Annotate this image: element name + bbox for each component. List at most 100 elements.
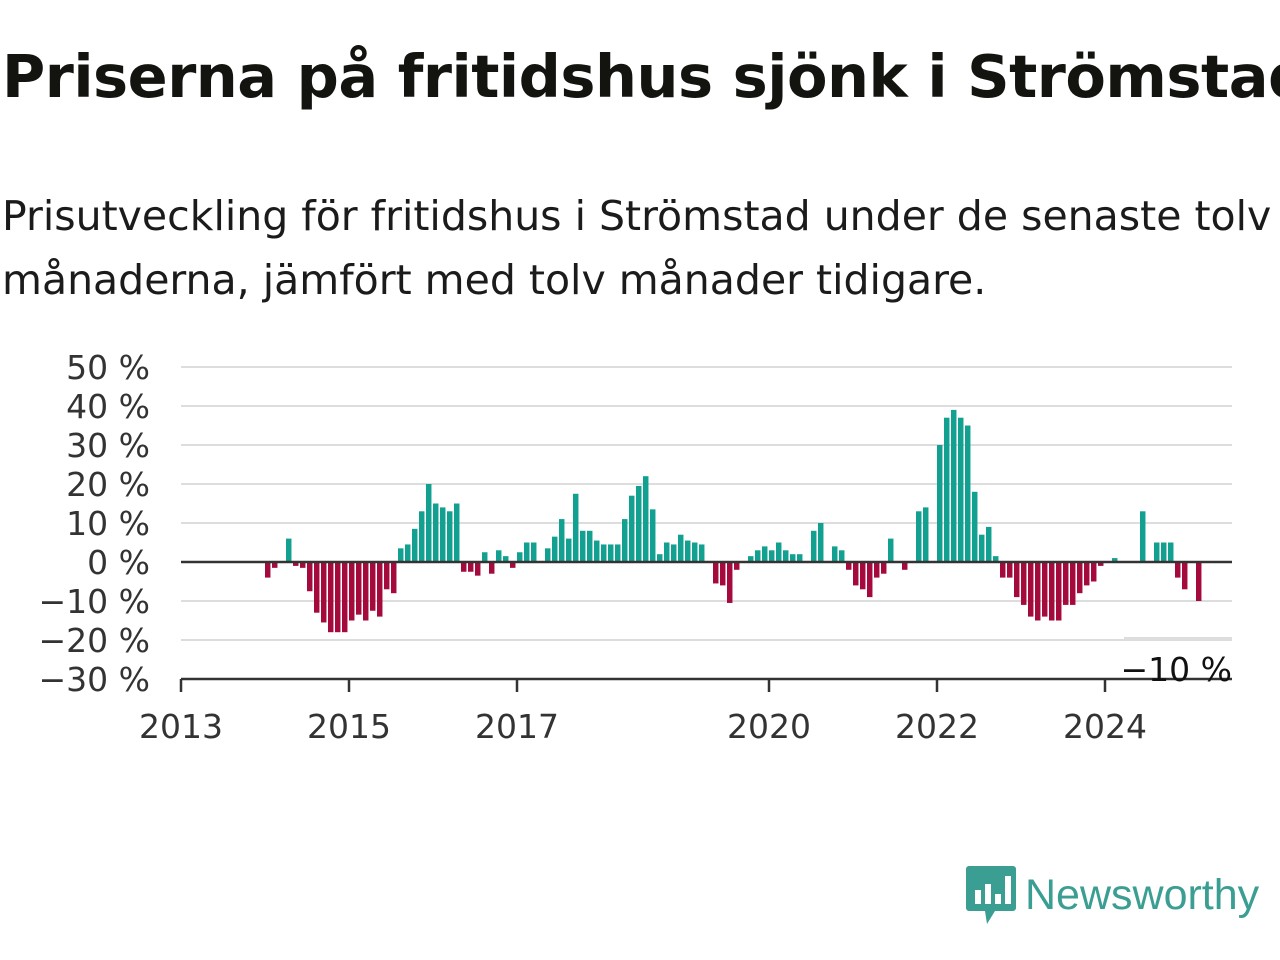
bar (335, 562, 341, 633)
bar (601, 544, 607, 562)
bar (1056, 562, 1062, 621)
y-tick-label: 20 % (66, 465, 150, 504)
bar (482, 552, 488, 562)
bar (440, 507, 446, 562)
bar (643, 476, 649, 562)
annotation-underline (1124, 637, 1232, 640)
bar (307, 562, 313, 592)
bar (811, 530, 817, 562)
bar (629, 495, 635, 562)
chart-subtitle: Prisutveckling för fritidshus i Strömsta… (2, 192, 1272, 304)
annotation-label: −10 % (1121, 650, 1233, 689)
y-tick-label: 0 % (87, 543, 150, 582)
bar (839, 550, 845, 562)
bar (664, 542, 670, 562)
bar (356, 562, 362, 615)
bar (783, 550, 789, 562)
bar (1070, 562, 1076, 605)
bar (685, 540, 691, 562)
bar (762, 546, 768, 562)
bar (272, 562, 278, 568)
bar (790, 554, 796, 562)
bar (867, 562, 873, 598)
bar (720, 562, 726, 586)
bar (902, 562, 908, 570)
bar (342, 562, 348, 633)
bar (454, 503, 460, 562)
bar (1175, 562, 1181, 578)
bar (412, 528, 418, 562)
bar (881, 562, 887, 574)
brand-name: Newsworthy (1025, 870, 1260, 919)
bar (461, 562, 467, 572)
bar (419, 511, 425, 562)
bar (433, 503, 439, 562)
bar (818, 523, 824, 562)
bar (636, 485, 642, 562)
bar (1098, 562, 1104, 566)
y-tick-label: −10 % (39, 582, 151, 621)
bar (1168, 542, 1174, 562)
bar (832, 546, 838, 562)
bar (1028, 562, 1034, 617)
bar (944, 417, 950, 562)
bar (1154, 542, 1160, 562)
bar (1007, 562, 1013, 578)
bar (377, 562, 383, 617)
bar (916, 511, 922, 562)
bar (860, 562, 866, 590)
bar (398, 548, 404, 562)
bar (1182, 562, 1188, 590)
axes (179, 560, 1232, 692)
y-tick-label: −20 % (39, 621, 151, 660)
bar (447, 511, 453, 562)
x-tick-label: 2022 (895, 707, 979, 746)
bar (475, 562, 481, 576)
y-tick-label: −30 % (39, 660, 151, 699)
bar (1063, 562, 1069, 605)
bar-chart: 50 %40 %30 %20 %10 %0 %−10 %−20 %−30 % 2… (39, 348, 1233, 746)
bar (321, 562, 327, 623)
bar (545, 548, 551, 562)
bar (650, 509, 656, 562)
bar (1014, 562, 1020, 598)
bar (615, 544, 621, 562)
bar (678, 534, 684, 562)
bar (874, 562, 880, 578)
bar (552, 536, 558, 562)
bar (1049, 562, 1055, 621)
bar (692, 542, 698, 562)
bar (559, 519, 565, 562)
y-axis-labels: 50 %40 %30 %20 %10 %0 %−10 %−20 %−30 % (39, 348, 151, 699)
bar (524, 542, 530, 562)
bar (566, 538, 572, 562)
bar (314, 562, 320, 613)
bar (265, 562, 271, 578)
bar (937, 445, 943, 562)
bar (391, 562, 397, 594)
bar (671, 544, 677, 562)
bar (594, 540, 600, 562)
bar (510, 562, 516, 568)
brand-logo: Newsworthy (965, 864, 1259, 926)
bar (1161, 542, 1167, 562)
bar (846, 562, 852, 570)
x-axis-labels: 2013 2015 2017 2020 2022 2024 (139, 707, 1147, 746)
bar (622, 519, 628, 562)
bar (531, 542, 537, 562)
bar (496, 550, 502, 562)
bar (657, 554, 663, 562)
bar (993, 556, 999, 562)
bar (776, 542, 782, 562)
bar (608, 544, 614, 562)
bar (370, 562, 376, 611)
bar (328, 562, 334, 633)
bar (489, 562, 495, 574)
bar (426, 484, 432, 562)
bar (853, 562, 859, 586)
bar (1196, 562, 1202, 601)
x-tick-label: 2020 (727, 707, 811, 746)
bar (734, 562, 740, 570)
annotations: −10 % (1121, 637, 1233, 689)
bar (699, 544, 705, 562)
